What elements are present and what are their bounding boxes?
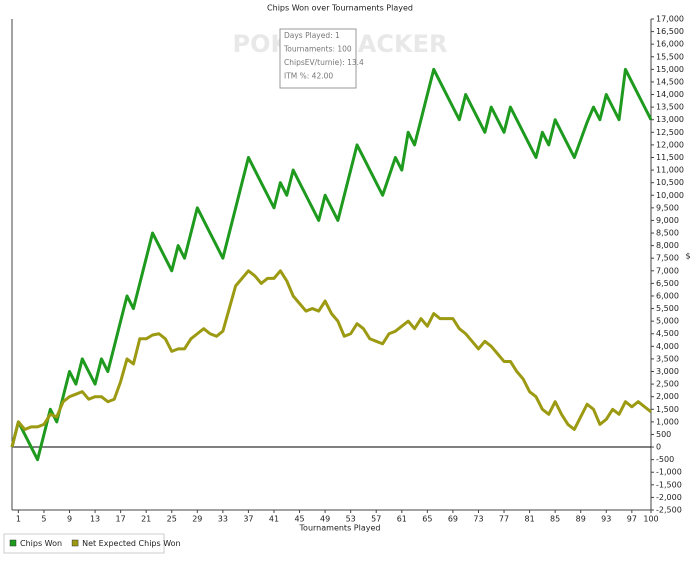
x-tick-label: 25: [167, 515, 177, 524]
y-tick-label: -1,500: [656, 480, 682, 489]
y-tick-label: 14,000: [656, 90, 684, 99]
y-tick-label: 10,500: [656, 178, 684, 187]
y-tick-label: 3,000: [656, 367, 679, 376]
y-tick-label: -2,500: [656, 506, 682, 515]
chart-title: Chips Won over Tournaments Played: [267, 4, 413, 13]
x-tick-label: 65: [422, 515, 432, 524]
y-tick-label: 6,500: [656, 279, 679, 288]
x-tick-label: 49: [320, 515, 330, 524]
y-tick-label: 13,500: [656, 103, 684, 112]
x-tick-label: 13: [90, 515, 100, 524]
y-tick-label: 5,000: [656, 317, 679, 326]
tooltip-line: ITM %: 42.00: [284, 72, 333, 81]
y-tick-label: 1,000: [656, 417, 679, 426]
legend-label: Chips Won: [20, 539, 62, 548]
y-tick-label: 15,500: [656, 52, 684, 61]
y-tick-label: 11,000: [656, 166, 684, 175]
x-tick-label: 53: [346, 515, 356, 524]
y-tick-label: 5,500: [656, 304, 679, 313]
y-tick-label: 13,000: [656, 115, 684, 124]
y-tick-label: 500: [656, 430, 671, 439]
legend: [3, 533, 165, 554]
y-tick-label: 1,500: [656, 405, 679, 414]
y-tick-label: 9,500: [656, 203, 679, 212]
y-tick-label: 9,000: [656, 216, 679, 225]
x-tick-label: 97: [627, 515, 637, 524]
y-tick-label: 3,500: [656, 354, 679, 363]
y-tick-label: 2,000: [656, 392, 679, 401]
y-tick-label: 16,500: [656, 27, 684, 36]
y-tick-label: 11,500: [656, 153, 684, 162]
y-tick-label: 0: [656, 443, 661, 452]
x-tick-label: 29: [192, 515, 202, 524]
x-axis-label: Tournaments Played: [299, 524, 381, 533]
y-tick-label: -2,000: [656, 493, 682, 502]
y-tick-label: 4,000: [656, 342, 679, 351]
y-tick-label: 7,500: [656, 254, 679, 263]
legend-swatch: [71, 539, 79, 547]
y-tick-label: -1,000: [656, 468, 682, 477]
x-tick-label: 57: [371, 515, 381, 524]
x-tick-label: 17: [116, 515, 126, 524]
x-tick-label: 93: [601, 515, 611, 524]
y-tick-label: 6,000: [656, 291, 679, 300]
x-tick-label: 33: [218, 515, 228, 524]
tooltip-line: Days Played: 1: [284, 31, 340, 40]
x-tick-label: 77: [499, 515, 509, 524]
x-tick-label: 89: [576, 515, 586, 524]
y-tick-label: 8,500: [656, 229, 679, 238]
x-tick-label: 100: [643, 515, 658, 524]
y-tick-label: 15,000: [656, 65, 684, 74]
x-tick-label: 69: [448, 515, 458, 524]
y-tick-label: 14,500: [656, 77, 684, 86]
y-tick-label: 8,000: [656, 241, 679, 250]
y-tick-label: 12,000: [656, 140, 684, 149]
x-tick-label: 37: [243, 515, 253, 524]
x-tick-label: 85: [550, 515, 560, 524]
tooltip: [279, 28, 357, 89]
y-tick-label: 4,500: [656, 329, 679, 338]
y-tick-label: 17,000: [656, 15, 684, 24]
x-tick-label: 81: [524, 515, 534, 524]
legend-swatch: [9, 539, 17, 547]
y-tick-label: -500: [656, 455, 674, 464]
x-tick-label: 5: [41, 515, 46, 524]
tooltip-line: ChipsEV/turnie): 13.4: [284, 58, 364, 67]
x-tick-label: 73: [473, 515, 483, 524]
x-tick-label: 1: [16, 515, 21, 524]
x-tick-label: 41: [269, 515, 279, 524]
y-tick-label: 12,500: [656, 128, 684, 137]
y-tick-label: 7,000: [656, 266, 679, 275]
x-tick-label: 21: [141, 515, 151, 524]
series-line: [10, 269, 652, 448]
legend-label: Net Expected Chips Won: [82, 539, 181, 548]
y-tick-label: 10,000: [656, 191, 684, 200]
y-axis-label: $: [685, 252, 690, 261]
x-tick-label: 61: [397, 515, 407, 524]
x-tick-label: 9: [67, 515, 72, 524]
y-tick-label: 2,500: [656, 380, 679, 389]
x-tick-label: 45: [294, 515, 304, 524]
tooltip-line: Tournaments: 100: [283, 45, 352, 54]
y-tick-label: 16,000: [656, 40, 684, 49]
series-line: [10, 67, 653, 462]
